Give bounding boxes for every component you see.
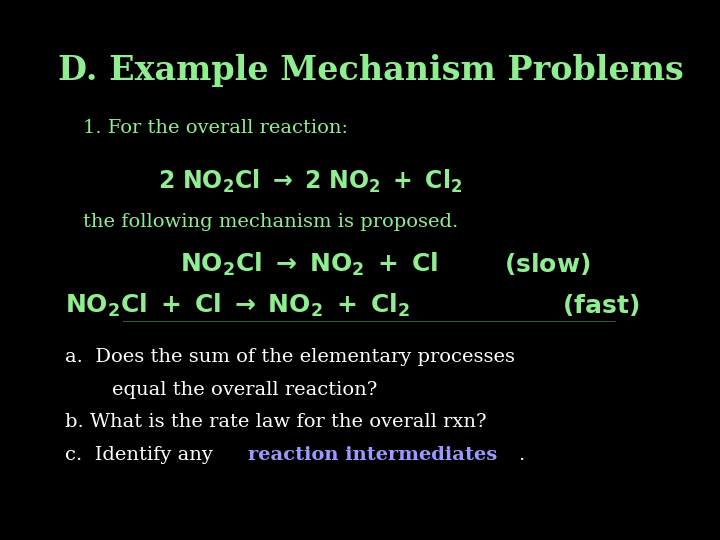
- Text: $\mathbf{(fast)}$: $\mathbf{(fast)}$: [562, 292, 639, 318]
- Text: 1. For the overall reaction:: 1. For the overall reaction:: [83, 119, 348, 137]
- Text: reaction intermediates: reaction intermediates: [248, 446, 498, 463]
- Text: the following mechanism is proposed.: the following mechanism is proposed.: [83, 213, 458, 231]
- Text: b. What is the rate law for the overall rxn?: b. What is the rate law for the overall …: [65, 413, 487, 431]
- Text: c.  Identify any: c. Identify any: [65, 446, 219, 463]
- Text: equal the overall reaction?: equal the overall reaction?: [112, 381, 377, 399]
- Text: $\mathbf{NO_2Cl\ \rightarrow\ NO_2\ +\ Cl}$: $\mathbf{NO_2Cl\ \rightarrow\ NO_2\ +\ C…: [180, 251, 438, 278]
- Text: D. Example Mechanism Problems: D. Example Mechanism Problems: [58, 54, 683, 87]
- Text: $\mathbf{2\ NO_2Cl\ \rightarrow\ 2\ NO_2\ +\ Cl_2}$: $\mathbf{2\ NO_2Cl\ \rightarrow\ 2\ NO_2…: [158, 167, 463, 194]
- Text: $\mathbf{NO_2Cl\ +\ Cl\ \rightarrow\ NO_2\ +\ Cl_2}$: $\mathbf{NO_2Cl\ +\ Cl\ \rightarrow\ NO_…: [65, 292, 410, 319]
- Text: .: .: [518, 446, 525, 463]
- Text: $\mathbf{(slow)}$: $\mathbf{(slow)}$: [504, 251, 590, 277]
- Text: a.  Does the sum of the elementary processes: a. Does the sum of the elementary proces…: [65, 348, 515, 366]
